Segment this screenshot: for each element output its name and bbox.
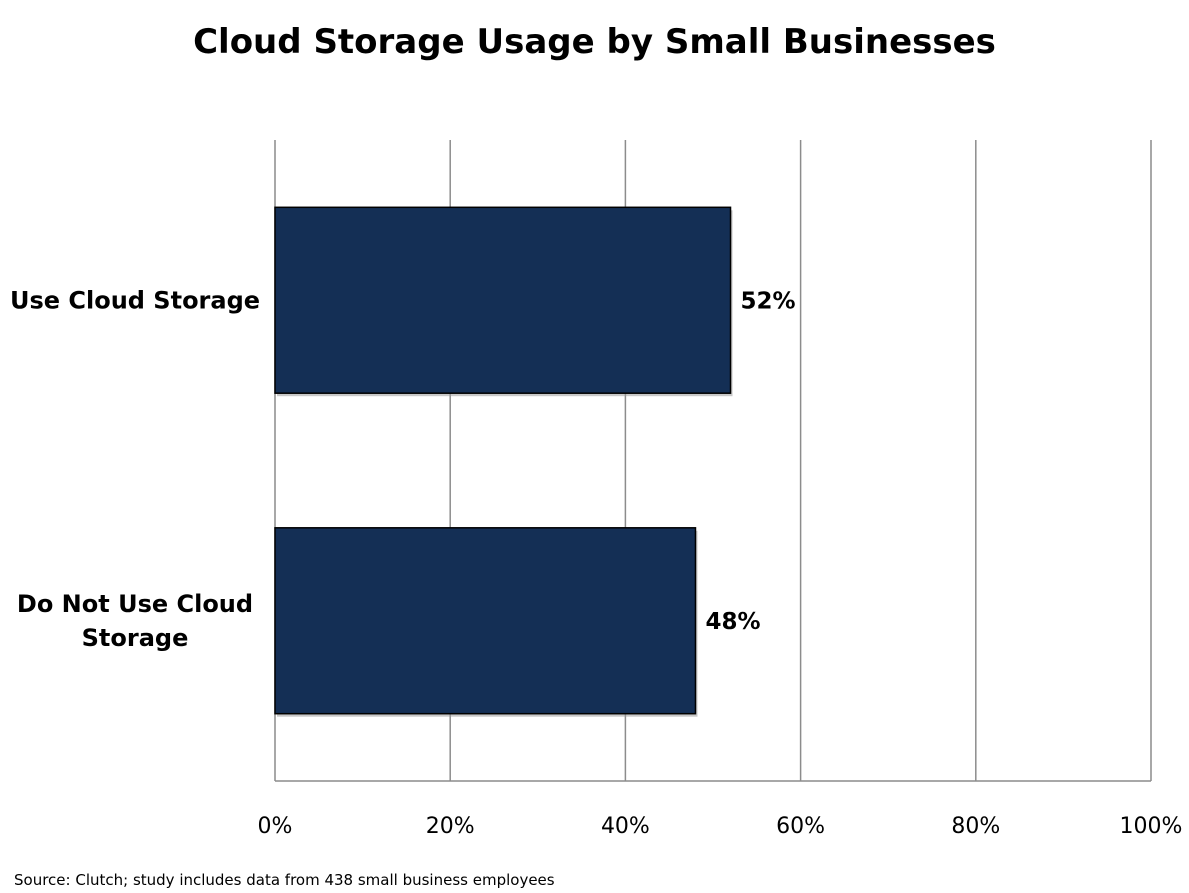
chart-title: Cloud Storage Usage by Small Businesses	[193, 22, 996, 62]
bar	[274, 527, 697, 715]
x-tick-label: 60%	[776, 814, 825, 839]
bar	[274, 206, 732, 394]
data-label: 48%	[705, 609, 760, 635]
source-note: Source: Clutch; study includes data from…	[14, 871, 555, 889]
bars	[274, 206, 733, 717]
category-label: Do Not Use Cloud Storage	[17, 590, 253, 652]
data-label: 52%	[741, 288, 796, 314]
labels: 0% 20% 40% 60% 80% 100% 52% Use Cloud Storage 48…	[10, 286, 1183, 839]
x-tick-label: 40%	[601, 814, 650, 839]
x-tick-label: 100%	[1120, 814, 1183, 839]
category-label: Use Cloud Storage	[10, 286, 260, 314]
x-tick-label: 20%	[426, 814, 475, 839]
x-tick-label: 80%	[951, 814, 1000, 839]
x-tick-label: 0%	[258, 814, 293, 839]
